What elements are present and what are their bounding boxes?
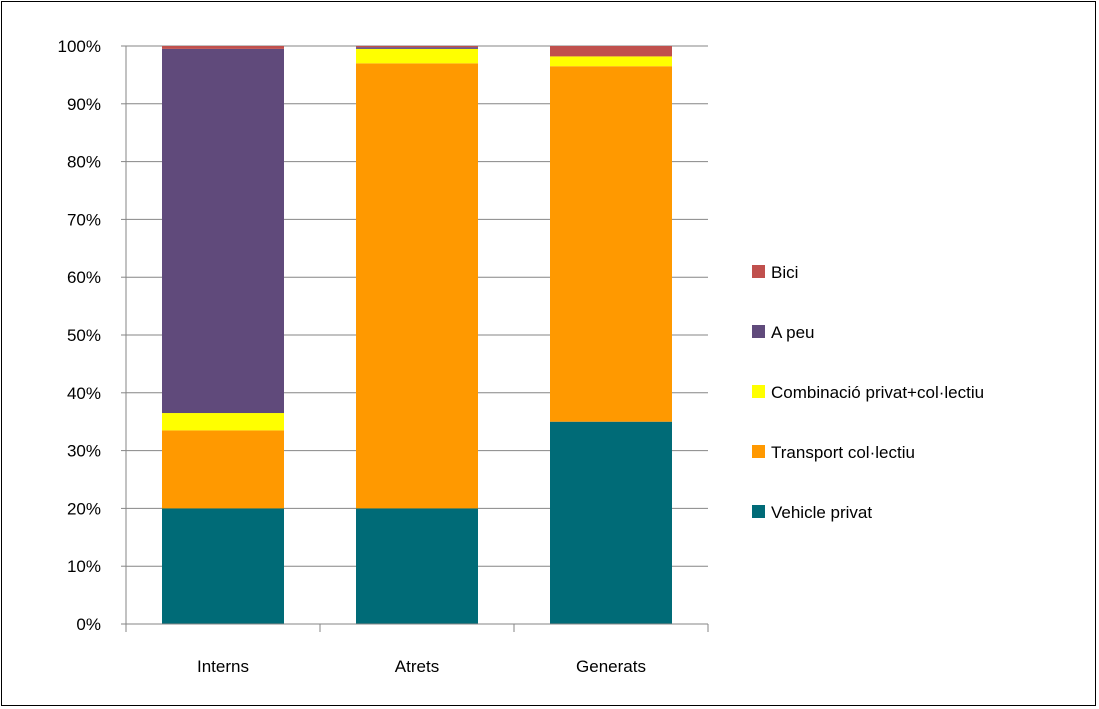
legend-label: Transport col·lectiu <box>771 443 915 462</box>
bar-segment <box>356 48 478 64</box>
legend-label: A peu <box>771 323 815 342</box>
bars <box>162 46 672 624</box>
y-tick-label: 80% <box>67 153 101 172</box>
bar-segment <box>550 66 672 422</box>
legend-item: Combinació privat+col·lectiu <box>752 383 984 402</box>
bar-segment <box>550 421 672 624</box>
legend-item: Bici <box>752 263 798 282</box>
bar-segment <box>162 430 284 509</box>
legend-swatch <box>752 445 765 458</box>
y-tick-label: 60% <box>67 268 101 287</box>
y-tick-label: 40% <box>67 384 101 403</box>
y-tick-label: 50% <box>67 326 101 345</box>
legend-swatch <box>752 385 765 398</box>
legend: Bici A peu Combinació privat+col·lectiu Tra… <box>752 263 984 522</box>
legend-label: Combinació privat+col·lectiu <box>771 383 984 402</box>
bar-segment <box>162 508 284 624</box>
x-category-labels: Interns Atrets Generats <box>197 657 646 676</box>
bar-segment <box>162 46 284 49</box>
legend-swatch <box>752 325 765 338</box>
legend-swatch <box>752 505 765 518</box>
x-category-label: Atrets <box>395 657 439 676</box>
legend-item: Vehicle privat <box>752 503 872 522</box>
bar-segment <box>356 508 478 624</box>
legend-swatch <box>752 265 765 278</box>
x-category-label: Interns <box>197 657 249 676</box>
bar-segment <box>162 48 284 414</box>
x-category-label: Generats <box>576 657 646 676</box>
y-tick-label: 90% <box>67 95 101 114</box>
legend-item: A peu <box>752 323 815 342</box>
y-tick-label: 20% <box>67 499 101 518</box>
y-tick-label: 0% <box>76 615 101 634</box>
bar-segment <box>162 413 284 431</box>
legend-label: Vehicle privat <box>771 503 872 522</box>
y-tick-label: 10% <box>67 557 101 576</box>
legend-label: Bici <box>771 263 798 282</box>
y-tick-labels: 0% 10% 20% 30% 40% 50% 60% 70% 80% 90% 100% <box>58 37 101 634</box>
bar-segment <box>550 56 672 67</box>
axes <box>121 45 709 632</box>
y-tick-label: 30% <box>67 442 101 461</box>
bar-segment <box>550 46 672 57</box>
bar-segment <box>356 47 478 49</box>
bar-segment <box>356 46 478 48</box>
y-tick-label: 70% <box>67 210 101 229</box>
legend-item: Transport col·lectiu <box>752 443 915 462</box>
bar-segment <box>356 63 478 509</box>
y-tick-label: 100% <box>58 37 101 56</box>
